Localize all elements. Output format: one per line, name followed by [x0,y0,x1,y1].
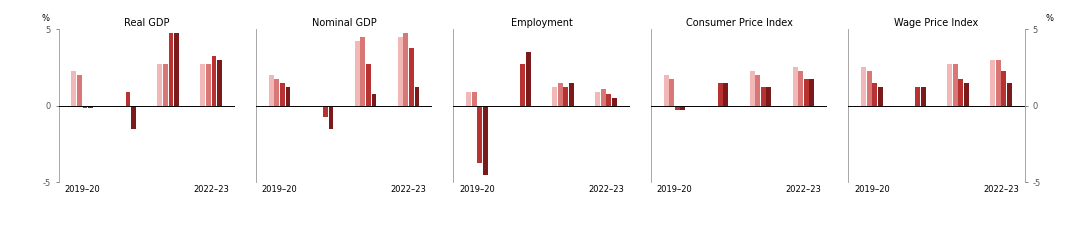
Bar [217,60,222,106]
Bar [131,106,136,129]
Bar [126,92,131,106]
Bar [663,75,669,106]
Bar [760,87,766,106]
Bar [798,71,803,106]
Bar [723,83,728,106]
Bar [606,94,611,106]
Bar [329,106,333,129]
Bar [878,87,883,106]
Bar [675,106,679,110]
Bar [996,60,1000,106]
Bar [360,37,365,106]
Bar [275,79,279,106]
Bar [212,56,216,106]
Bar [355,41,360,106]
Bar [964,83,969,106]
Title: Wage Price Index: Wage Price Index [895,18,979,29]
Bar [323,106,328,117]
Bar [77,75,82,106]
Bar [990,60,995,106]
Bar [158,64,162,106]
Legend: 2019-20 Budget, 2019-20 MYEFO, 2020-21 Budget, 2020-21 MYEFO: 2019-20 Budget, 2019-20 MYEFO, 2020-21 B… [326,134,404,181]
Bar [915,87,920,106]
Bar [372,94,376,106]
Bar [681,106,686,110]
Bar [718,83,723,106]
Bar [521,64,525,106]
Bar [921,87,925,106]
Bar [767,87,771,106]
Bar [612,98,617,106]
Bar [669,79,674,106]
Bar [947,64,952,106]
Bar [526,52,530,106]
Bar [792,68,798,106]
Text: %: % [1046,14,1053,23]
Bar [168,33,174,106]
Bar [409,48,414,106]
Bar [1006,83,1012,106]
Bar [404,33,408,106]
Bar [952,64,957,106]
Bar [872,83,878,106]
Bar [175,33,179,106]
Bar [200,64,206,106]
Bar [414,87,420,106]
Bar [397,37,403,106]
Bar [71,71,77,106]
Bar [804,79,808,106]
Bar [595,92,600,106]
Bar [83,106,87,108]
Bar [268,75,274,106]
Bar [206,64,211,106]
Bar [163,64,168,106]
Bar [477,106,482,163]
Bar [280,83,285,106]
Bar [466,92,471,106]
Bar [553,87,557,106]
Bar [569,83,574,106]
Bar [472,92,477,106]
Bar [484,106,488,175]
Bar [755,75,760,106]
Bar [601,89,606,106]
Bar [366,64,371,106]
Title: Real GDP: Real GDP [124,18,169,29]
Bar [1001,71,1006,106]
Title: Consumer Price Index: Consumer Price Index [686,18,792,29]
Title: Employment: Employment [510,18,573,29]
Bar [88,106,93,108]
Title: Nominal GDP: Nominal GDP [312,18,377,29]
Bar [558,83,562,106]
Bar [285,87,291,106]
Bar [563,87,569,106]
Bar [809,79,815,106]
Bar [958,79,963,106]
Bar [862,68,866,106]
Bar [750,71,754,106]
Bar [867,71,871,106]
Text: %: % [42,14,50,23]
